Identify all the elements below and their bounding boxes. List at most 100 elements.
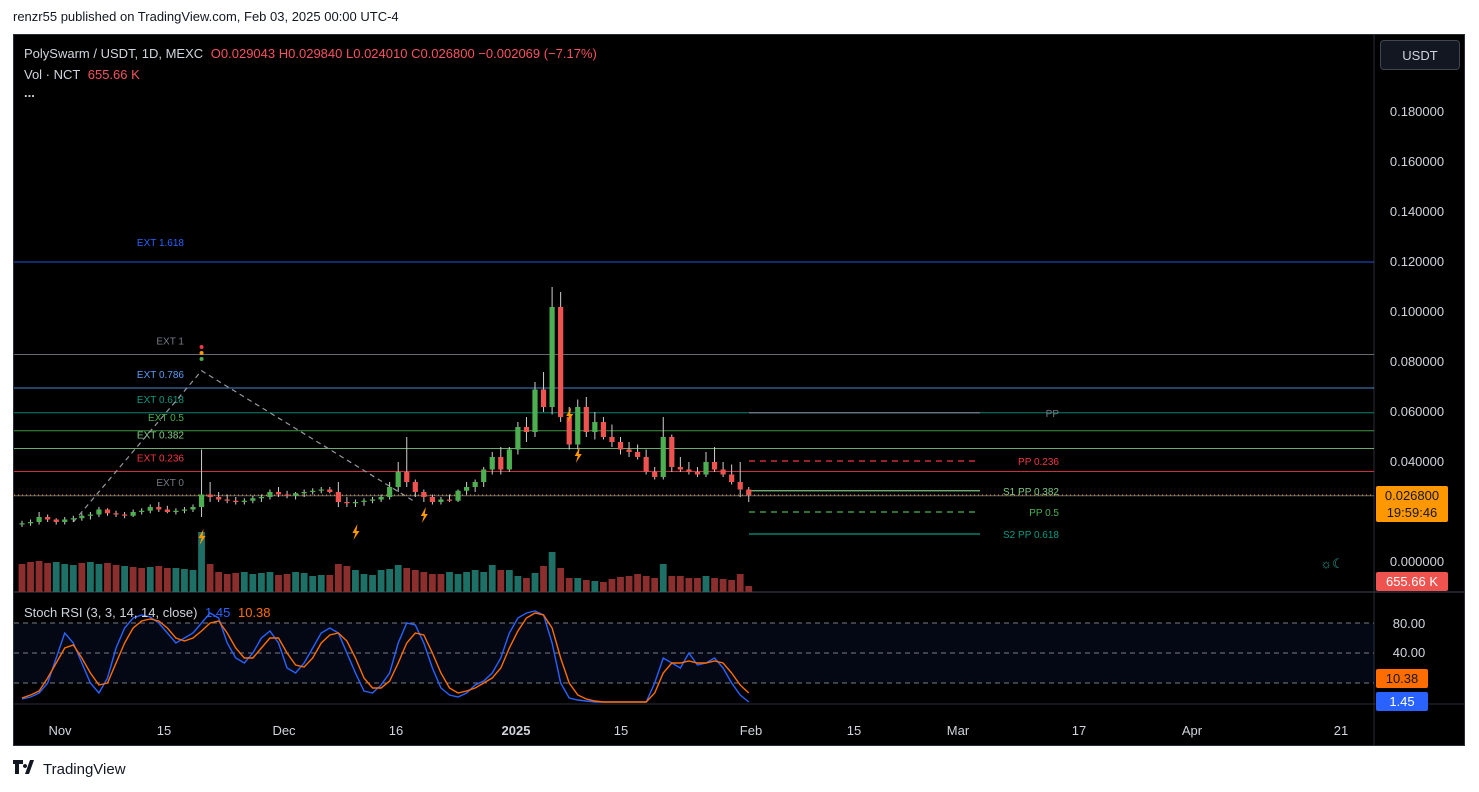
volume-bar	[61, 564, 69, 592]
candle-body	[669, 437, 675, 467]
candle-body	[583, 407, 589, 432]
volume-bar	[44, 563, 52, 592]
price-tick-label: 0.040000	[1390, 454, 1444, 469]
candle-body	[455, 490, 461, 501]
volume-bar	[275, 575, 282, 592]
volume-bar	[702, 576, 710, 592]
candle-body	[27, 522, 34, 524]
volume-bar	[505, 570, 513, 592]
fib-level-label: EXT 0.5	[148, 413, 184, 424]
candle-body	[352, 502, 359, 504]
candle-body	[481, 469, 487, 482]
volume-bar	[668, 576, 676, 592]
candle-body	[293, 493, 299, 496]
stoch-d-badge-value: 10.38	[1386, 671, 1419, 686]
candle-body	[643, 457, 649, 472]
volume-bar	[27, 562, 34, 592]
currency-button[interactable]: USDT	[1380, 40, 1460, 70]
symbol-title[interactable]: PolySwarm / USDT, 1D, MEXC	[24, 46, 204, 61]
volume-bar	[35, 561, 43, 592]
pivot-level-label: PP 0.5	[1029, 508, 1059, 519]
fib-level-label: EXT 1.618	[137, 238, 185, 249]
candle-body	[241, 500, 247, 502]
volume-bar	[694, 578, 701, 592]
volume-bar	[343, 566, 351, 592]
volume-bar	[283, 574, 291, 592]
volume-bar	[181, 569, 188, 592]
close-value: C0.026800	[411, 46, 475, 61]
volume-bar	[360, 574, 368, 592]
candle-body	[275, 492, 282, 495]
candle-body	[515, 427, 521, 450]
high-value: H0.029840	[278, 46, 343, 61]
more-indicators-button[interactable]: ...	[24, 85, 35, 100]
volume-bar	[454, 574, 462, 592]
time-tick-label: 21	[1334, 723, 1348, 738]
candle-body	[703, 462, 709, 475]
signal-dot-icon	[199, 345, 204, 349]
low-value: L0.024010	[346, 46, 408, 61]
footer-brand[interactable]: TradingView	[13, 760, 126, 778]
volume-bar	[531, 573, 539, 592]
candle-body	[711, 462, 718, 470]
candle-body	[344, 502, 350, 504]
candle-body	[404, 472, 410, 482]
last-price-badge	[1376, 486, 1448, 522]
volume-bar	[309, 576, 317, 592]
volume-bar	[591, 581, 599, 592]
candle-body	[737, 482, 743, 490]
earnings-lightning-icon	[566, 407, 574, 423]
fib-level-label: EXT 0.236	[137, 454, 185, 465]
volume-bar	[523, 578, 530, 592]
chart-frame[interactable]: EXT 1.618 EXT 1 EXT 0.786 EXT 0.618 EXT 0.5 E…	[13, 34, 1465, 746]
price-tick-label: 0.180000	[1390, 104, 1444, 119]
last-price-value: 0.026800	[1385, 488, 1439, 503]
volume-bar	[112, 565, 120, 592]
candle-body	[224, 499, 230, 501]
time-tick-label: Nov	[48, 723, 72, 738]
fib-level-label: EXT 1	[156, 337, 184, 348]
volume-label[interactable]: Vol · NCT	[24, 67, 81, 82]
earnings-lightning-icon	[198, 529, 206, 545]
price-tick-label: 0.060000	[1390, 404, 1444, 419]
volume-badge-value: 655.66 K	[1386, 574, 1438, 589]
fib-level-label: EXT 0.786	[137, 370, 185, 381]
candle-body	[686, 469, 692, 472]
time-tick-label: 16	[389, 723, 403, 738]
change-value: −0.002069 (−7.17%)	[478, 46, 597, 61]
candle-body	[79, 515, 85, 519]
time-tick-label: Apr	[1182, 723, 1203, 738]
candle-body	[19, 523, 25, 525]
candle-body	[233, 500, 239, 502]
candle-body	[635, 452, 641, 457]
pivot-level-label: S2 PP 0.618	[1003, 530, 1059, 541]
time-tick-label: 15	[847, 723, 861, 738]
volume-bar	[711, 578, 718, 592]
candle-body	[113, 513, 119, 515]
candle-body	[104, 509, 111, 514]
volume-bar	[728, 580, 736, 592]
chart-canvas[interactable]: EXT 1.618 EXT 1 EXT 0.786 EXT 0.618 EXT 0.5 E…	[14, 35, 1464, 745]
volume-bar	[146, 567, 154, 592]
pivot-level-label: PP 0.236	[1018, 457, 1059, 468]
candle-body	[318, 489, 324, 491]
candle-body	[267, 492, 273, 497]
candle-body	[130, 512, 136, 516]
time-tick-label: 2025	[502, 723, 531, 738]
volume-bar	[52, 562, 60, 592]
stoch-level-label: 80.00	[1393, 616, 1426, 631]
candle-body	[36, 517, 42, 522]
volume-bar	[659, 564, 667, 592]
time-tick-label: 15	[614, 723, 628, 738]
volume-bar	[642, 576, 650, 592]
candle-body	[609, 437, 615, 442]
earnings-lightning-icon	[420, 507, 428, 523]
volume-bar	[69, 565, 77, 592]
stoch-rsi-label[interactable]: Stoch RSI (3, 3, 14, 14, close)	[24, 605, 198, 620]
volume-bar	[617, 577, 624, 592]
candle-body	[532, 389, 538, 432]
time-tick-label: Feb	[740, 723, 762, 738]
volume-bar	[258, 573, 265, 592]
volume-legend: Vol · NCT 655.66 K	[24, 67, 140, 82]
candle-body	[600, 422, 606, 437]
